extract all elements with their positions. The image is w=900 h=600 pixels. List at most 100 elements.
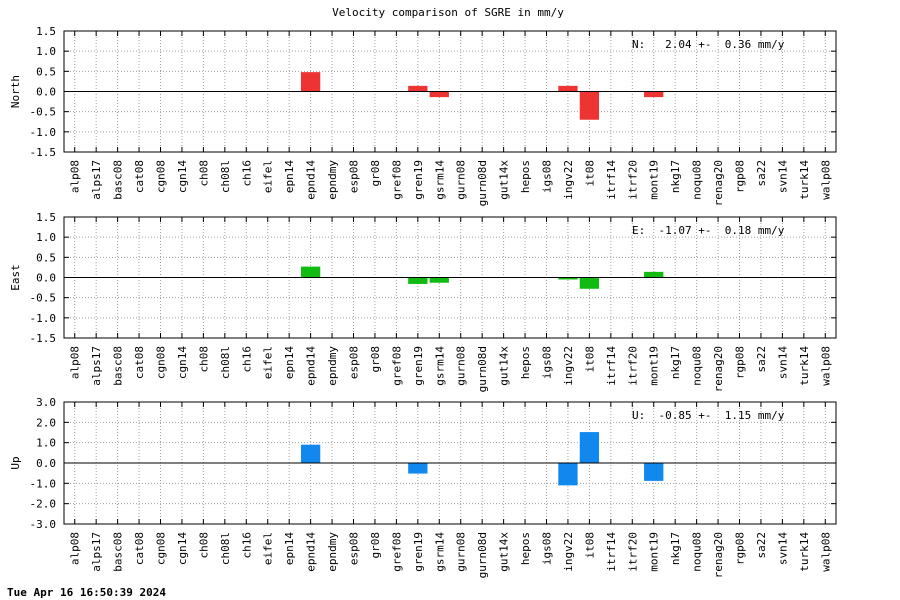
east-category-label: epn14: [283, 346, 296, 379]
east-category-label: gren19: [412, 346, 425, 386]
up-ytick-label: 1.0: [36, 437, 56, 450]
east-category-label: svn14: [776, 346, 789, 379]
north-category-label: basc08: [112, 160, 125, 200]
east-category-label: alp08: [69, 346, 82, 379]
north-ytick-label: 0.5: [36, 65, 56, 78]
east-bar-mont19: [644, 271, 664, 278]
north-ytick-label: -1.0: [30, 126, 57, 139]
north-category-label: gurn08: [455, 160, 468, 200]
north-category-label: cgn08: [155, 160, 168, 193]
east-category-label: gut14x: [498, 346, 511, 386]
up-category-label: rgp08: [734, 532, 747, 565]
up-panel: -3.0 -2.0 -1.0 0.0 1.0 2.0 3.0 alp08 alps17 basc0…: [9, 396, 837, 578]
east-ytick-label: -1.5: [30, 332, 57, 345]
east-ytick-label: 0.5: [36, 251, 56, 264]
north-category-label: alps17: [90, 160, 103, 200]
north-category-label: ch16: [240, 160, 253, 187]
up-category-label: sa22: [755, 532, 768, 559]
north-bar-gsrm14: [429, 91, 449, 98]
east-category-label: alps17: [90, 346, 103, 386]
up-category-label: cgn08: [155, 532, 168, 565]
up-category-label: itrf14: [605, 532, 618, 572]
east-category-label: ch08l: [219, 346, 232, 379]
up-ytick-label: 3.0: [36, 396, 56, 409]
east-ytick-label: 1.0: [36, 231, 56, 244]
east-ytick-label: -1.0: [30, 312, 57, 325]
up-bar-gren19: [408, 463, 428, 474]
north-ylabel: North: [9, 75, 22, 108]
east-category-label: gr08: [369, 346, 382, 373]
up-category-label: eifel: [262, 532, 275, 565]
north-ytick-label: 0.0: [36, 86, 56, 99]
east-ytick-label: 0.0: [36, 272, 56, 285]
north-category-label: turk14: [798, 160, 811, 200]
east-bar-gren19: [408, 277, 428, 284]
north-annotation: N: 2.04 +- 0.36 mm/y: [632, 38, 785, 51]
east-category-label: cgn14: [176, 346, 189, 379]
north-category-label: mont19: [648, 160, 661, 200]
up-category-label: gr08: [369, 532, 382, 559]
north-category-label: epnd14: [305, 160, 318, 200]
north-category-label: alp08: [69, 160, 82, 193]
up-category-label: nkg17: [669, 532, 682, 565]
east-category-label: noqu08: [691, 346, 704, 386]
north-category-label: ch08: [197, 160, 210, 187]
north-category-label: it08: [583, 160, 596, 187]
north-category-label: itrf20: [626, 160, 639, 200]
north-category-label: gr08: [369, 160, 382, 187]
east-category-label: basc08: [112, 346, 125, 386]
north-category-label: rgp08: [734, 160, 747, 193]
east-bar-gsrm14: [429, 277, 449, 283]
east-category-label: gsrm14: [433, 346, 446, 386]
north-category-label: svn14: [776, 160, 789, 193]
north-category-label: gsrm14: [433, 160, 446, 200]
east-ylabel: East: [9, 264, 22, 291]
east-category-label: ch08: [197, 346, 210, 373]
north-category-label: noqu08: [691, 160, 704, 200]
east-category-label: igs08: [541, 346, 554, 379]
up-bar-epnd14: [300, 444, 321, 463]
north-category-label: gut14x: [498, 160, 511, 200]
east-category-label: walp08: [819, 346, 832, 386]
north-category-label: ingv22: [562, 160, 575, 200]
east-category-label: itrf14: [605, 346, 618, 386]
up-category-label: igs08: [541, 532, 554, 565]
north-ytick-label: -1.5: [30, 146, 57, 159]
north-category-label: nkg17: [669, 160, 682, 193]
up-bar-ingv22: [558, 463, 578, 486]
north-bar-epnd14: [300, 72, 321, 92]
east-bar-epnd14: [300, 266, 321, 278]
up-category-label: itrf20: [626, 532, 639, 572]
north-category-label: walp08: [819, 160, 832, 200]
timestamp-footer: Tue Apr 16 16:50:39 2024: [7, 586, 166, 599]
east-category-label: eifel: [262, 346, 275, 379]
up-category-label: gren19: [412, 532, 425, 572]
up-category-label: ch08: [197, 532, 210, 559]
up-category-label: walp08: [819, 532, 832, 572]
up-ytick-label: 0.0: [36, 457, 56, 470]
east-category-label: esp08: [348, 346, 361, 379]
up-category-label: basc08: [112, 532, 125, 572]
up-category-label: alps17: [90, 532, 103, 572]
up-category-label: cat08: [133, 532, 146, 565]
north-bar-ingv22: [558, 85, 578, 92]
up-category-label: ingv22: [562, 532, 575, 572]
north-panel: -1.5 -1.0 -0.5 0.0 0.5 1.0 1.5 alp08 alps17 basc0…: [9, 25, 837, 206]
east-category-label: hepos: [519, 346, 532, 379]
north-ytick-label: -0.5: [30, 106, 57, 119]
east-category-label: epndmy: [326, 346, 339, 386]
up-category-label: renag20: [712, 532, 725, 578]
east-category-label: itrf20: [626, 346, 639, 386]
north-category-label: cgn14: [176, 160, 189, 193]
up-bar-mont19: [644, 463, 664, 481]
north-category-label: renag20: [712, 160, 725, 206]
north-category-label: esp08: [348, 160, 361, 193]
up-annotation: U: -0.85 +- 1.15 mm/y: [632, 409, 785, 422]
north-category-label: hepos: [519, 160, 532, 193]
up-ytick-label: -2.0: [30, 498, 57, 511]
up-category-label: svn14: [776, 532, 789, 565]
north-category-label: ch08l: [219, 160, 232, 193]
east-panel: -1.5 -1.0 -0.5 0.0 0.5 1.0 1.5 alp08 alps17 basc0…: [9, 211, 837, 392]
east-frame: [63, 216, 837, 339]
